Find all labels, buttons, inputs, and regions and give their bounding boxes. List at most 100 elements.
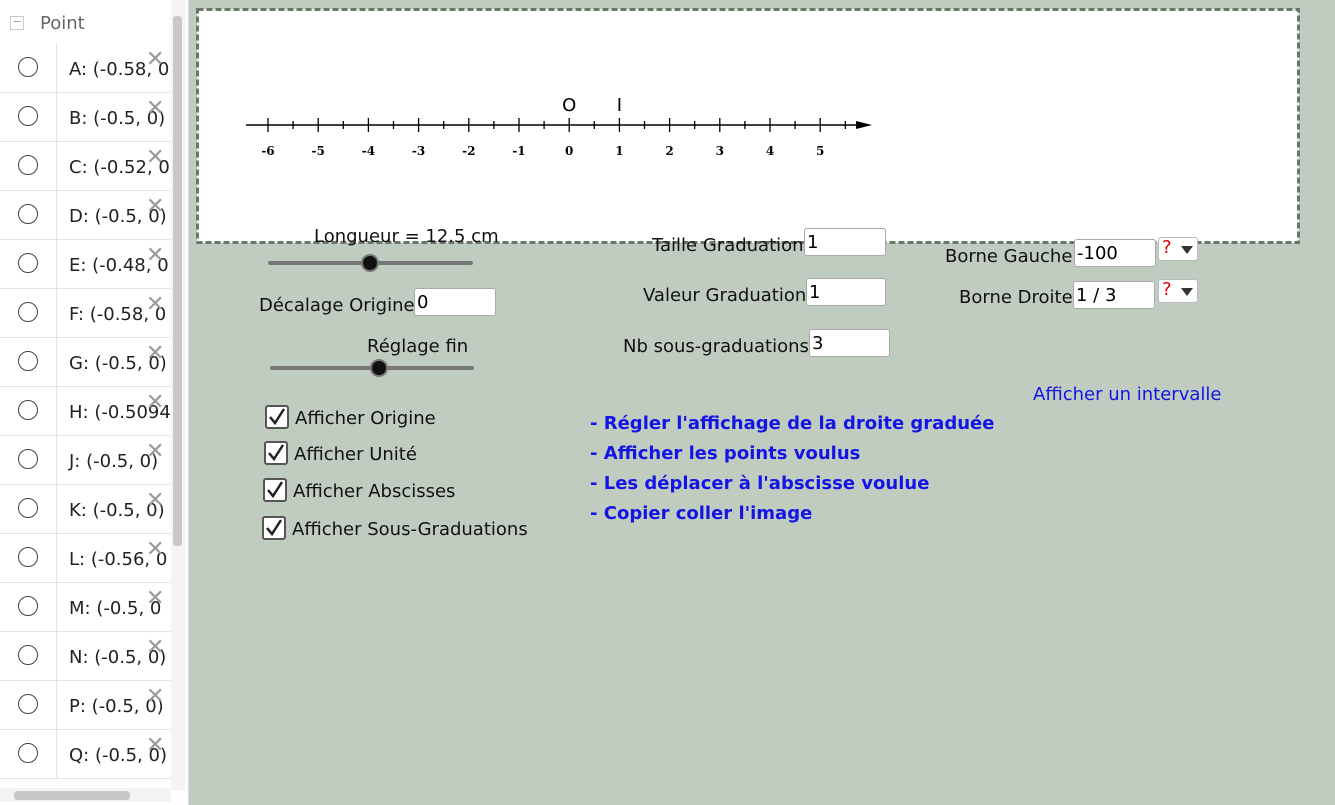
separator [56, 729, 57, 778]
separator [56, 190, 57, 239]
delete-icon[interactable]: ✕ [146, 390, 165, 415]
radio-button[interactable] [18, 106, 38, 126]
radio-button[interactable] [18, 351, 38, 371]
point-text: M: (-0.5, 0 [69, 598, 162, 619]
radio-button[interactable] [18, 498, 38, 518]
point-row[interactable]: D: (-0.5, 0) ✕ [0, 190, 171, 240]
point-row[interactable]: N: (-0.5, 0) ✕ [0, 631, 171, 681]
graphics-border [196, 8, 1300, 244]
checkbox[interactable] [265, 405, 289, 429]
point-row[interactable]: A: (-0.58, 0 ✕ [0, 43, 171, 93]
delete-icon[interactable]: ✕ [146, 243, 165, 268]
point-text: E: (-0.48, 0 [69, 255, 169, 276]
tick-label: -3 [412, 144, 425, 158]
input-label: Taille Graduation [652, 235, 804, 256]
radio-button[interactable] [18, 253, 38, 273]
delete-icon[interactable]: ✕ [146, 194, 165, 219]
point-text: D: (-0.5, 0) [69, 206, 167, 227]
point-row[interactable]: B: (-0.5, 0) ✕ [0, 92, 171, 142]
delete-icon[interactable]: ✕ [146, 96, 165, 121]
point-row[interactable]: J: (-0.5, 0) ✕ [0, 435, 171, 485]
delete-icon[interactable]: ✕ [146, 586, 165, 611]
separator [56, 141, 57, 190]
delete-icon[interactable]: ✕ [146, 439, 165, 464]
scrollbar[interactable] [171, 0, 185, 790]
slider-knob[interactable] [361, 254, 379, 272]
tick-label: 0 [565, 144, 573, 158]
input-label: Borne Gauche [945, 246, 1073, 267]
separator [56, 631, 57, 680]
delete-icon[interactable]: ✕ [146, 635, 165, 660]
point-row[interactable]: P: (-0.5, 0) ✕ [0, 680, 171, 730]
slider-label: Réglage fin [367, 336, 469, 357]
text-input[interactable]: 3 [809, 329, 890, 357]
point-row[interactable]: L: (-0.56, 0 ✕ [0, 533, 171, 583]
point-text: N: (-0.5, 0) [69, 647, 167, 668]
text-input[interactable]: 1 / 3 [1073, 281, 1155, 309]
radio-button[interactable] [18, 155, 38, 175]
radio-button[interactable] [18, 596, 38, 616]
checkbox[interactable] [262, 516, 286, 540]
delete-icon[interactable]: ✕ [146, 537, 165, 562]
text-input[interactable]: 1 [804, 228, 886, 256]
collapse-icon[interactable]: − [10, 16, 24, 30]
slider-knob[interactable] [370, 359, 388, 377]
unit-label: I [617, 95, 622, 116]
text-input[interactable]: -100 [1074, 239, 1156, 267]
point-row[interactable]: F: (-0.58, 0 ✕ [0, 288, 171, 338]
delete-icon[interactable]: ✕ [146, 341, 165, 366]
point-row[interactable]: H: (-0.5094 ✕ [0, 386, 171, 436]
delete-icon[interactable]: ✕ [146, 292, 165, 317]
radio-button[interactable] [18, 547, 38, 567]
radio-button[interactable] [18, 57, 38, 77]
point-text: B: (-0.5, 0) [69, 108, 166, 129]
radio-button[interactable] [18, 645, 38, 665]
tick-label: -4 [362, 144, 375, 158]
point-text: H: (-0.5094 [69, 402, 171, 423]
tick-label: 2 [665, 144, 673, 158]
instruction: - Copier coller l'image [590, 503, 813, 524]
radio-button[interactable] [18, 302, 38, 322]
separator [56, 435, 57, 484]
radio-button[interactable] [18, 204, 38, 224]
dropdown-button[interactable]: ? [1158, 279, 1198, 303]
checkbox[interactable] [264, 441, 288, 465]
scroll-thumb[interactable] [173, 16, 182, 546]
tick-label: 5 [816, 144, 824, 158]
input-label: Nb sous-graduations [623, 336, 809, 357]
h-scrollbar[interactable] [0, 788, 171, 802]
text-input[interactable]: 1 [806, 278, 886, 306]
input-label: Décalage Origine [259, 295, 415, 316]
delete-icon[interactable]: ✕ [146, 684, 165, 709]
radio-button[interactable] [18, 694, 38, 714]
point-row[interactable]: G: (-0.5, 0) ✕ [0, 337, 171, 387]
checkbox-label: Afficher Abscisses [293, 481, 456, 502]
separator [56, 239, 57, 288]
link-button[interactable]: Afficher un intervalle [1033, 384, 1222, 405]
separator [56, 386, 57, 435]
radio-button[interactable] [18, 400, 38, 420]
delete-icon[interactable]: ✕ [146, 488, 165, 513]
point-text: J: (-0.5, 0) [69, 451, 159, 472]
h-scroll-thumb[interactable] [14, 791, 130, 800]
tick-label: -1 [512, 144, 525, 158]
origin-label: O [562, 95, 576, 116]
delete-icon[interactable]: ✕ [146, 733, 165, 758]
radio-button[interactable] [18, 449, 38, 469]
point-row[interactable]: K: (-0.5, 0) ✕ [0, 484, 171, 534]
point-row[interactable]: Q: (-0.5, 0) ✕ [0, 729, 171, 779]
point-row[interactable]: E: (-0.48, 0 ✕ [0, 239, 171, 289]
algebra-panel: − Point A: (-0.58, 0 ✕ B: (-0.5, 0) ✕ C: (-0… [0, 0, 189, 805]
point-row[interactable]: M: (-0.5, 0 ✕ [0, 582, 171, 632]
delete-icon[interactable]: ✕ [146, 47, 165, 72]
instruction: - Afficher les points voulus [590, 443, 861, 464]
point-row[interactable]: C: (-0.52, 0 ✕ [0, 141, 171, 191]
tick-label: -6 [261, 144, 274, 158]
checkbox[interactable] [263, 478, 287, 502]
dropdown-button[interactable]: ? [1158, 237, 1198, 261]
radio-button[interactable] [18, 743, 38, 763]
text-input[interactable]: 0 [414, 288, 496, 316]
delete-icon[interactable]: ✕ [146, 145, 165, 170]
tick-label: -2 [462, 144, 475, 158]
